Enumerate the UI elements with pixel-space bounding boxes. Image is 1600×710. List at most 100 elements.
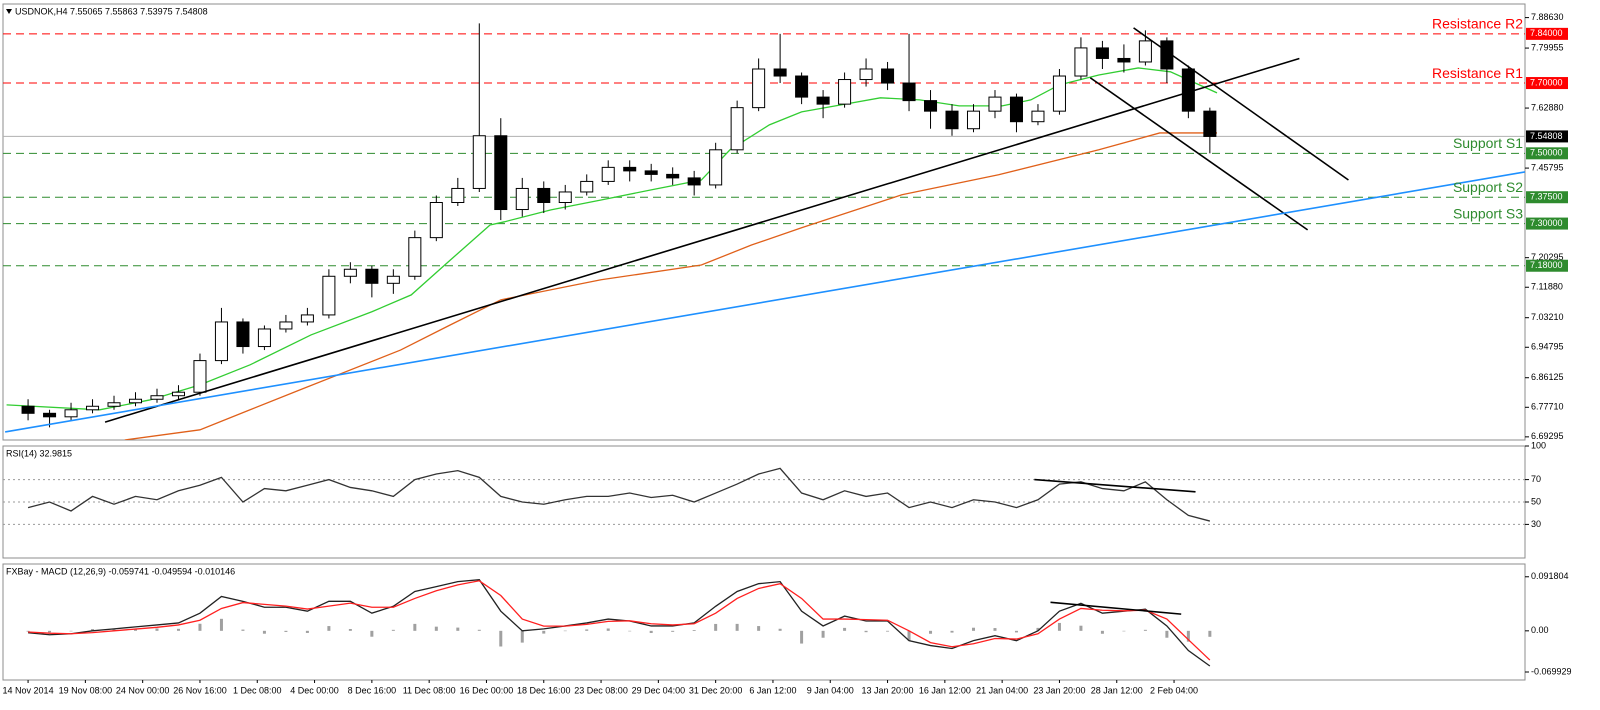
candle-body <box>558 191 572 204</box>
candle-body <box>1203 110 1217 137</box>
histogram-bar <box>1165 630 1169 638</box>
histogram-bar <box>800 630 804 644</box>
candle-body <box>1181 68 1195 112</box>
x-tick-label: 19 Nov 08:00 <box>59 685 113 695</box>
x-tick-label: 11 Dec 08:00 <box>403 685 456 695</box>
level-tag <box>1526 191 1568 204</box>
plot-area <box>3 23 1525 440</box>
y-tick-label: 7.11880 <box>1531 282 1563 292</box>
candle-body <box>300 314 314 323</box>
candle-body <box>838 79 852 105</box>
histogram-bar <box>456 627 460 631</box>
candle-body <box>107 402 121 407</box>
y-tick-label: 70 <box>1531 474 1541 484</box>
y-tick-label: 6.69295 <box>1531 431 1564 441</box>
trend-line <box>104 57 1300 423</box>
histogram-bar <box>929 630 933 634</box>
histogram-bar <box>714 623 718 631</box>
y-tick-label: 50 <box>1531 496 1541 506</box>
y-tick-label: 7.88630 <box>1531 12 1564 22</box>
y-tick-label: 7.03210 <box>1531 312 1564 322</box>
y-tick-label: 6.94795 <box>1531 342 1564 352</box>
candle-body <box>257 328 271 348</box>
x-tick-label: 24 Nov 00:00 <box>116 685 170 695</box>
histogram-bar <box>219 618 223 631</box>
histogram-bar <box>606 628 610 631</box>
level-value: 7.84000 <box>1530 28 1563 38</box>
panel-title: FXBay - MACD (12,26,9) -0.059741 -0.0495… <box>6 566 235 576</box>
histogram-bar <box>585 629 589 631</box>
candle-body <box>408 237 422 277</box>
histogram-bar <box>1079 625 1083 631</box>
histogram-bar <box>843 627 847 631</box>
candle-body <box>816 96 830 105</box>
histogram-bar <box>327 626 331 631</box>
y-tick-label: 7.45795 <box>1531 162 1564 172</box>
x-tick-label: 29 Dec 04:00 <box>632 685 686 695</box>
candle-body <box>1117 57 1131 63</box>
histogram-bar <box>26 630 30 632</box>
candle-body <box>494 135 508 211</box>
y-tick-label: 6.86125 <box>1531 372 1564 382</box>
indicator-line <box>28 580 1211 661</box>
level-name: Resistance R1 <box>1432 65 1523 81</box>
histogram-bar <box>48 630 52 633</box>
histogram-bar <box>542 630 546 634</box>
x-tick-label: 16 Jan 12:00 <box>919 685 971 695</box>
histogram-bar <box>112 628 116 631</box>
histogram-bar <box>628 630 632 632</box>
candle-body <box>214 321 228 362</box>
histogram-bar <box>1208 630 1212 637</box>
candle-body <box>171 391 185 397</box>
x-tick-label: 23 Dec 08:00 <box>574 685 628 695</box>
histogram-bar <box>413 623 417 631</box>
trend-line <box>1089 77 1309 231</box>
histogram-bar <box>69 630 73 632</box>
level-value: 7.50000 <box>1530 148 1563 158</box>
candle-body <box>902 82 916 102</box>
candle-body <box>343 268 357 277</box>
x-tick-label: 2 Feb 04:00 <box>1150 685 1198 695</box>
candle-body <box>322 275 336 316</box>
x-tick-label: 31 Dec 20:00 <box>689 685 743 695</box>
candle-body <box>752 68 766 109</box>
candle-body <box>580 180 594 193</box>
histogram-bar <box>886 630 890 632</box>
x-tick-label: 13 Jan 20:00 <box>862 685 914 695</box>
candle-body <box>988 96 1002 112</box>
x-tick-label: 26 Nov 16:00 <box>173 685 227 695</box>
plot-area <box>3 467 1525 525</box>
moving-average <box>6 67 1218 411</box>
histogram-bar <box>134 628 138 631</box>
histogram-bar <box>305 630 309 633</box>
candle-body <box>1052 75 1066 112</box>
histogram-bar <box>1100 630 1104 634</box>
candle-body <box>924 100 938 112</box>
level-value: 7.18000 <box>1530 260 1563 270</box>
candle-body <box>1138 40 1152 63</box>
candle-body <box>150 395 164 400</box>
y-tick-label: -0.069929 <box>1531 666 1572 676</box>
candle-body <box>515 187 529 211</box>
candle-body <box>128 398 143 404</box>
trend-line <box>1034 478 1196 493</box>
candle-body <box>64 409 78 418</box>
moving-average <box>124 132 1218 440</box>
x-tick-label: 21 Jan 04:00 <box>976 685 1028 695</box>
level-tag <box>1526 27 1568 40</box>
histogram-bar <box>262 630 266 634</box>
y-tick-label: 6.77710 <box>1531 402 1564 412</box>
candle-body <box>472 135 486 189</box>
y-tick-label: 7.79955 <box>1531 42 1564 52</box>
histogram-bar <box>477 629 481 631</box>
trend-line <box>1050 601 1182 615</box>
candle-body <box>1031 110 1045 123</box>
candle-body <box>279 321 293 330</box>
candle-body <box>193 360 207 393</box>
histogram-bar <box>91 629 95 631</box>
x-tick-label: 16 Dec 00:00 <box>460 685 514 695</box>
x-tick-label: 23 Jan 20:00 <box>1033 685 1085 695</box>
histogram-bar <box>391 629 395 631</box>
x-tick-label: 6 Jan 12:00 <box>749 685 796 695</box>
